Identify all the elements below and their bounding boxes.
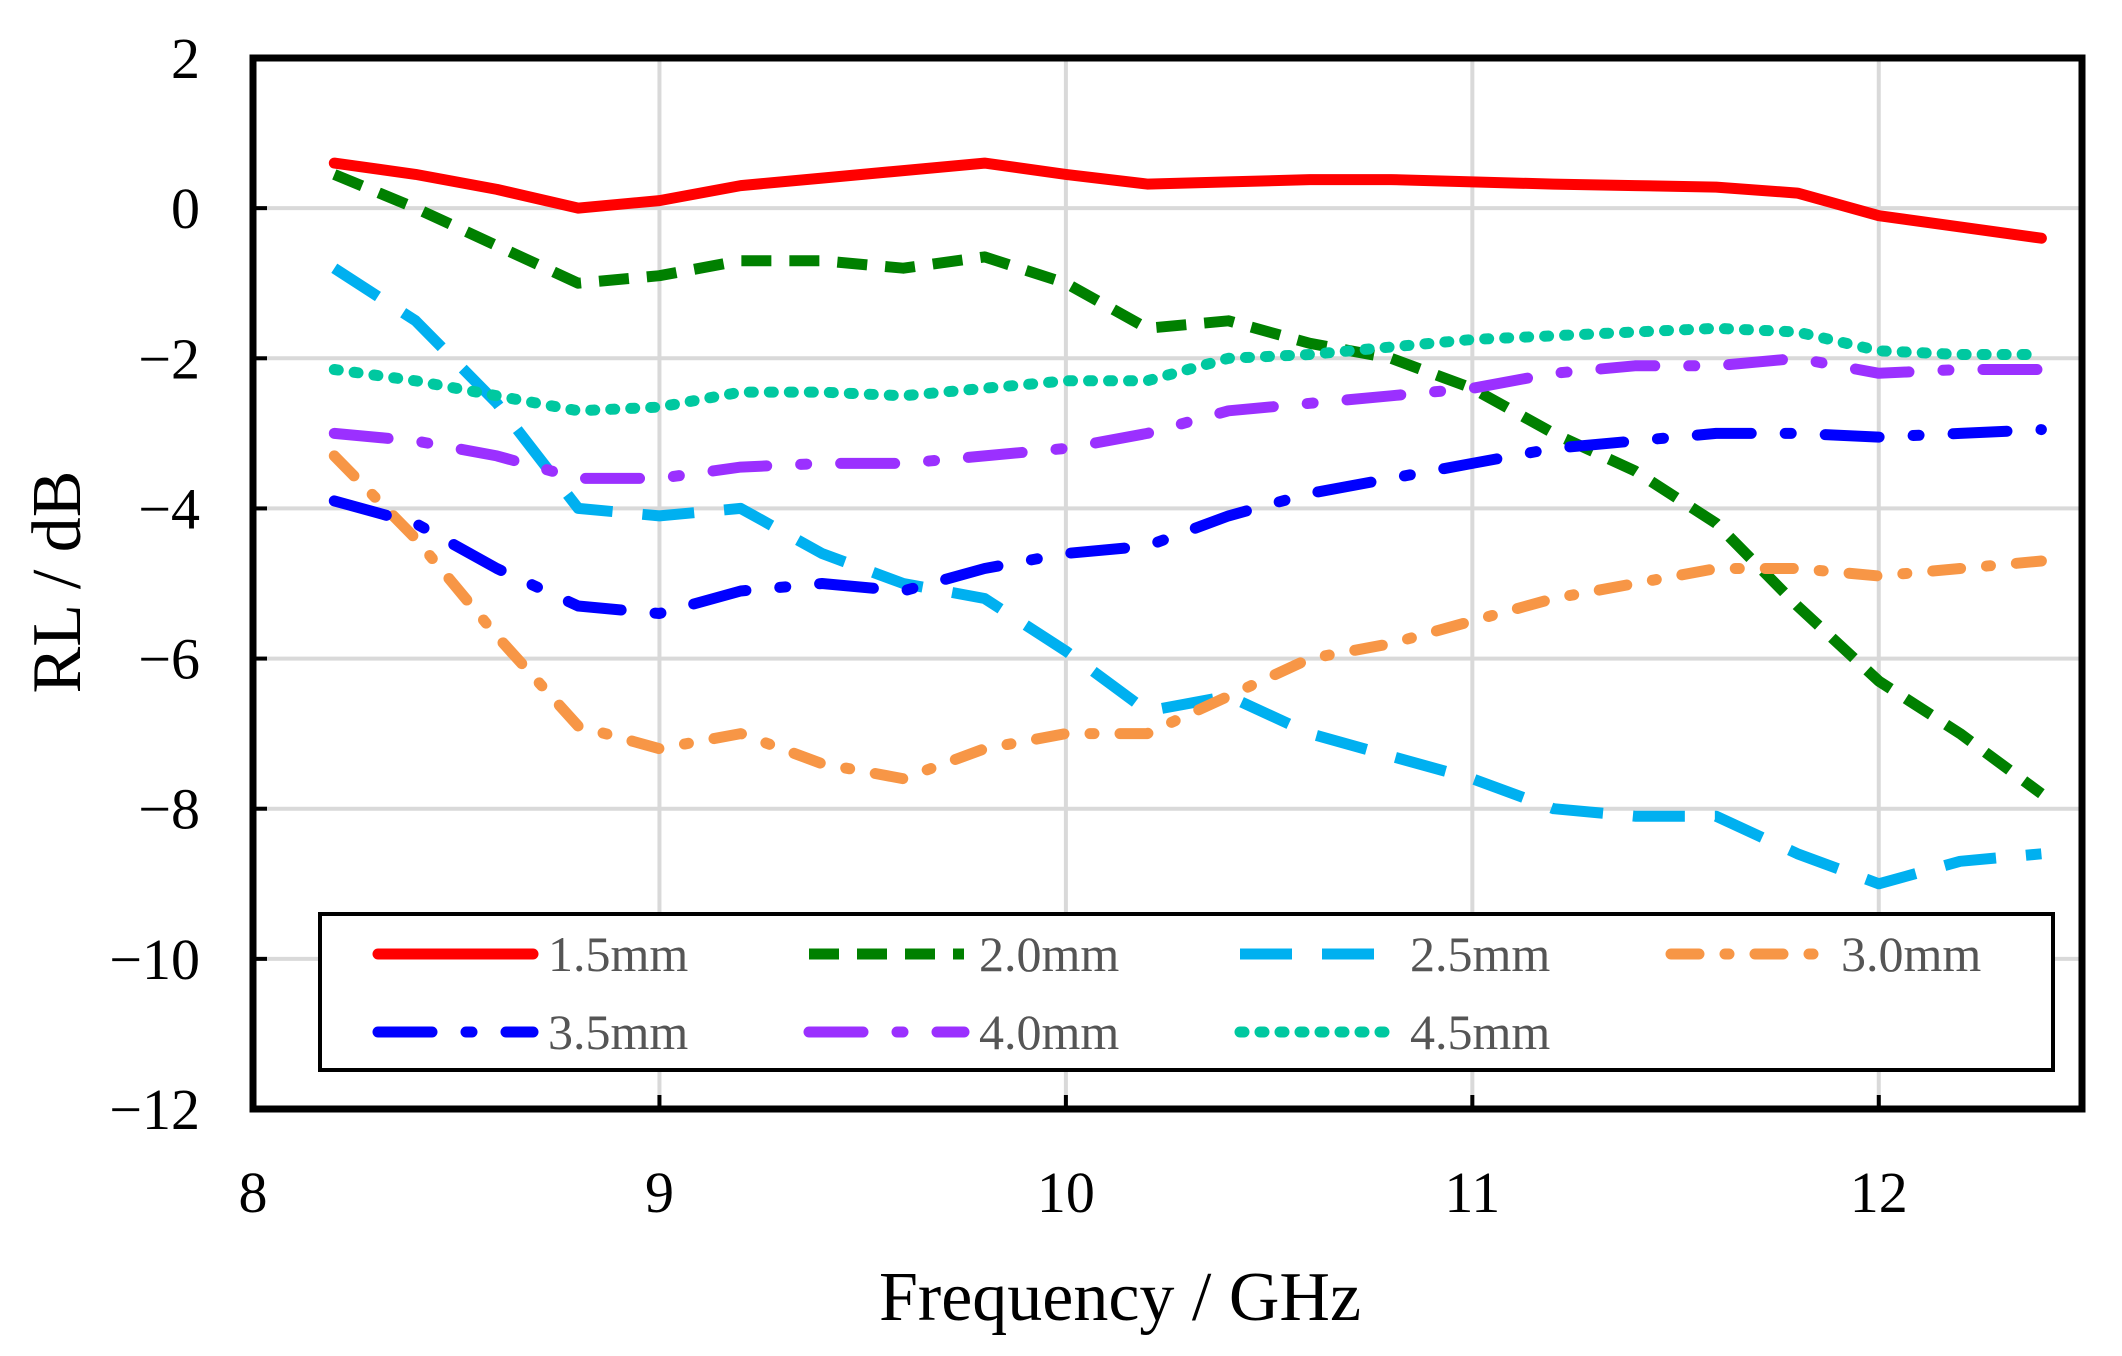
legend-label: 3.5mm: [548, 1004, 688, 1060]
y-tick-label: −10: [109, 927, 200, 992]
x-tick-label: 8: [239, 1160, 268, 1225]
tick-marks: [251, 56, 1881, 1111]
y-tick-label: 0: [171, 176, 200, 241]
y-tick-label: −8: [138, 777, 200, 842]
x-axis-title: Frequency / GHz: [879, 1259, 1361, 1336]
legend-label: 2.0mm: [979, 926, 1119, 982]
x-tick-label: 12: [1850, 1160, 1908, 1225]
x-tick-label: 9: [645, 1160, 674, 1225]
x-tick-label: 11: [1444, 1160, 1500, 1225]
legend-label: 4.0mm: [979, 1004, 1119, 1060]
series-line-3.5mm: [328, 424, 2047, 619]
series-line-1.5mm: [328, 157, 2047, 244]
series-lines: [328, 157, 2047, 890]
legend-label: 1.5mm: [548, 926, 688, 982]
series-line-4.0mm: [328, 352, 2047, 484]
y-axis-title: RL / dB: [19, 471, 96, 694]
x-tick-label: 10: [1037, 1160, 1095, 1225]
plot-frame: [249, 54, 2086, 1113]
y-tick-label: −4: [138, 476, 200, 541]
y-tick-labels: 2 0 −2 −4 −6 −8 −10 −12: [109, 26, 200, 1142]
legend: 1.5mm 2.0mm 2.5mm 3.0mm 3.5mm 4.0mm 4.5mm: [318, 912, 2055, 1072]
series-line-2.5mm: [331, 263, 2042, 890]
series-line-2.0mm: [332, 169, 2045, 799]
y-tick-label: −6: [138, 627, 200, 692]
x-tick-labels: 8 9 10 11 12: [239, 1160, 1908, 1225]
y-tick-label: −12: [109, 1077, 200, 1142]
y-tick-label: 2: [171, 26, 200, 91]
series-line-4.5mm: [328, 322, 2047, 417]
legend-box: [318, 912, 2055, 1072]
legend-label: 3.0mm: [1841, 926, 1981, 982]
legend-label: 4.5mm: [1410, 1004, 1550, 1060]
y-tick-label: −2: [138, 326, 200, 391]
legend-label: 2.5mm: [1410, 926, 1550, 982]
